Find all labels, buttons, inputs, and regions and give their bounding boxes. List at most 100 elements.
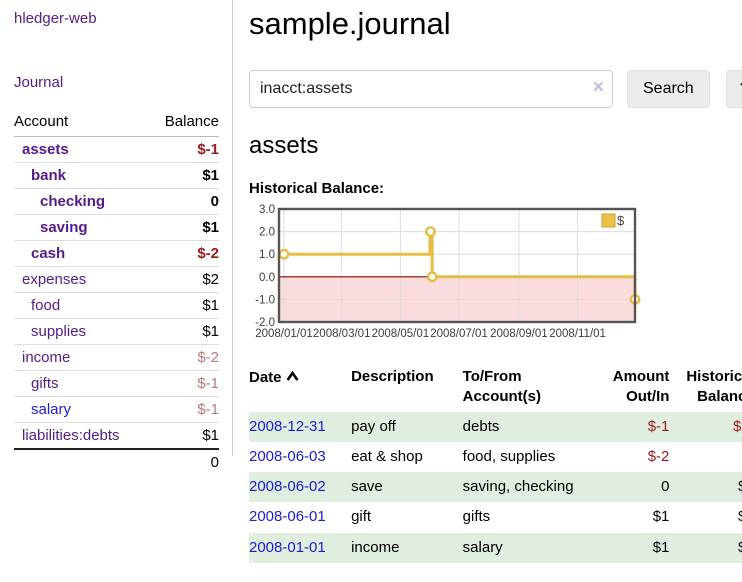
account-link-assets[interactable]: assets	[22, 141, 69, 158]
account-balance: $1	[149, 422, 219, 449]
search-button[interactable]: Search	[627, 70, 710, 108]
transaction-row: 2008-06-02 save saving, checking 0 $2	[249, 472, 742, 503]
svg-text:2008/09/01: 2008/09/01	[490, 328, 548, 340]
svg-text:2008/03/01: 2008/03/01	[313, 328, 371, 340]
historical-balance-column-header: Historical Balance	[677, 365, 742, 412]
account-link-expenses[interactable]: expenses	[22, 271, 87, 288]
search-input[interactable]	[249, 70, 613, 108]
account-link-salary[interactable]: salary	[31, 401, 72, 418]
account-link-supplies[interactable]: supplies	[31, 323, 87, 340]
chart-negative-region	[280, 276, 634, 321]
account-link-bank[interactable]: bank	[31, 167, 67, 184]
hist-header-line1: Historical	[686, 368, 742, 385]
account-balance: $2	[149, 266, 219, 293]
legend-label: $	[617, 213, 625, 228]
amount-header-line2: Out/In	[626, 388, 670, 406]
x-axis-labels: 2008/01/01 2008/03/01 2008/05/01 2008/07…	[255, 328, 606, 340]
account-link-saving[interactable]: saving	[40, 219, 88, 236]
transaction-balance: $2	[677, 472, 742, 502]
account-link-gifts[interactable]: gifts	[31, 375, 59, 392]
clear-search-icon[interactable]: ×	[592, 77, 604, 98]
page: hledger-web Journal Account Balance asse…	[14, 0, 742, 563]
account-page-title: assets	[249, 132, 319, 159]
account-row-cash: cash $-2	[14, 240, 219, 267]
account-balance: $1	[149, 292, 219, 319]
sidebar-total-row: 0	[14, 448, 219, 475]
svg-text:2008/01/01: 2008/01/01	[255, 328, 313, 340]
transaction-date-link[interactable]: 2008-06-03	[249, 447, 326, 465]
tofrom-header-line2: Account(s)	[462, 388, 542, 406]
amount-column-header: Amount Out/In	[597, 365, 677, 412]
transaction-description: eat & shop	[351, 447, 423, 465]
transaction-description: save	[351, 478, 383, 495]
svg-text:2008/07/01: 2008/07/01	[430, 328, 488, 340]
svg-text:-2.0: -2.0	[255, 317, 275, 329]
account-balance: $-2	[149, 240, 219, 267]
transaction-date-link[interactable]: 2008-01-01	[249, 538, 326, 556]
transaction-accounts: salary	[462, 538, 503, 556]
sort-ascending-icon	[286, 367, 299, 387]
y-axis-labels: 3.0 2.0 1.0 0.0 -1.0 -2.0	[255, 204, 275, 329]
account-row-income: income $-2	[14, 344, 219, 371]
account-row-checking: checking 0	[14, 188, 219, 215]
svg-text:3.0: 3.0	[259, 204, 275, 216]
register-header-row: Date Description To/From Account(s) Amou…	[249, 365, 742, 412]
account-balance: $1	[149, 162, 219, 189]
transaction-row: 2008-12-31 pay off debts $-1 $-1	[249, 411, 742, 442]
search-form: × Search ?	[249, 70, 742, 108]
transaction-amount: 0	[661, 478, 670, 495]
transaction-balance: 0	[677, 442, 742, 472]
transaction-accounts: food, supplies	[462, 447, 556, 465]
account-balance: $-1	[149, 370, 219, 397]
account-column-header: Account	[14, 111, 150, 137]
account-link-cash[interactable]: cash	[31, 245, 66, 262]
account-link-checking[interactable]: checking	[40, 193, 106, 210]
svg-text:0.0: 0.0	[259, 272, 275, 284]
balance-column-header: Balance	[149, 111, 219, 137]
transaction-date-link[interactable]: 2008-06-01	[249, 508, 326, 526]
account-link-income[interactable]: income	[22, 349, 71, 366]
amount-header-line1: Amount	[612, 368, 670, 385]
search-box: ×	[249, 70, 613, 108]
date-column-header[interactable]: Date	[249, 365, 351, 412]
account-balance: 0	[149, 188, 219, 215]
transaction-row: 2008-06-01 gift gifts $1 $2	[249, 502, 742, 532]
help-button[interactable]: ?	[725, 70, 742, 108]
page-title: sample.journal	[249, 6, 451, 41]
svg-text:1.0: 1.0	[259, 249, 275, 261]
svg-text:2008/11/01: 2008/11/01	[549, 328, 606, 340]
date-header-label: Date	[249, 369, 282, 386]
account-balance: $-1	[149, 136, 219, 163]
transaction-date-link[interactable]: 2008-12-31	[249, 417, 326, 435]
svg-text:-1.0: -1.0	[255, 294, 275, 306]
account-row-liabilities-debts: liabilities:debts $1	[14, 422, 219, 449]
transaction-balance: $-1	[733, 417, 742, 435]
app-title-link[interactable]: hledger-web	[14, 10, 97, 27]
svg-text:2008/05/01: 2008/05/01	[372, 328, 430, 340]
historical-balance-chart: $ 3.0 2.0 1.0 0.0 -1.0 -2.0 2008/01/01 2…	[255, 204, 641, 340]
transaction-amount: $1	[652, 508, 670, 526]
sidebar-item-journal[interactable]: Journal	[14, 74, 64, 91]
chart-border	[277, 207, 637, 324]
transaction-date-link[interactable]: 2008-06-02	[249, 478, 326, 495]
account-link-food[interactable]: food	[31, 297, 61, 314]
tofrom-header-line1: To/From	[462, 368, 522, 385]
account-row-expenses: expenses $2	[14, 266, 219, 293]
account-link-liabilities-debts[interactable]: liabilities:debts	[22, 427, 120, 444]
account-balance: $1	[149, 318, 219, 345]
account-row-assets: assets $-1	[14, 136, 219, 163]
transaction-row: 2008-01-01 income salary $1 $1	[249, 532, 742, 563]
account-row-salary: salary $-1	[14, 396, 219, 423]
transaction-balance: $2	[677, 502, 742, 532]
transaction-row: 2008-06-03 eat & shop food, supplies $-2…	[249, 442, 742, 472]
transaction-balance: $1	[677, 533, 742, 563]
account-row-bank: bank $1	[14, 162, 219, 189]
hist-header-line2: Balance	[697, 388, 742, 406]
account-balance: $1	[149, 214, 219, 241]
account-row-supplies: supplies $1	[14, 318, 219, 345]
account-row-saving: saving $1	[14, 214, 219, 241]
tofrom-column-header: To/From Account(s)	[463, 365, 598, 412]
account-balance: $-1	[149, 396, 219, 423]
register-table: Date Description To/From Account(s) Amou…	[249, 365, 742, 563]
transaction-amount: $-2	[647, 447, 670, 465]
